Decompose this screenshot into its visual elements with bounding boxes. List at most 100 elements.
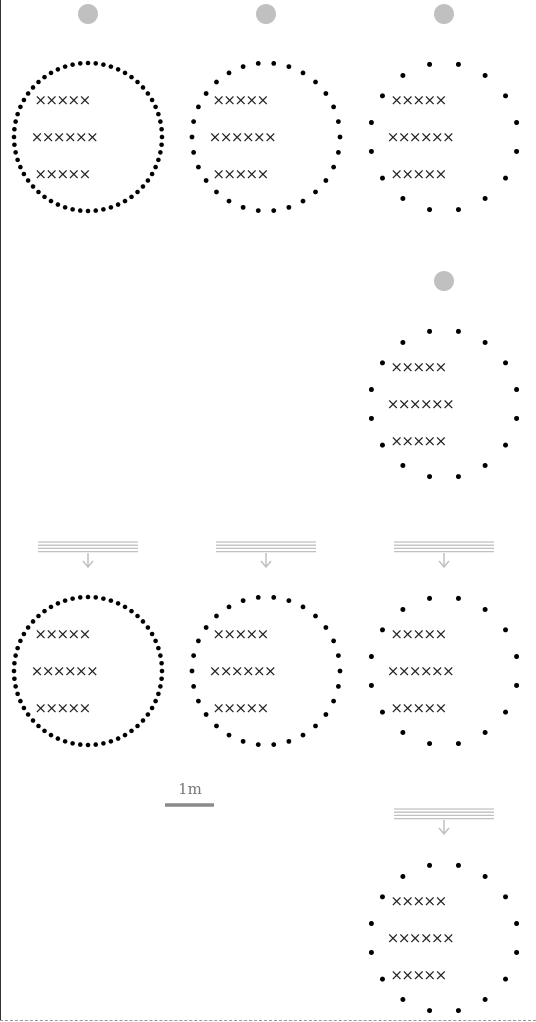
- dot-ring: [189, 61, 343, 213]
- ring-dot: [149, 171, 155, 177]
- cross-row-1: ×××××: [212, 625, 267, 643]
- ring-dot: [13, 150, 18, 155]
- ring-dot: [214, 613, 219, 619]
- ring-dot: [145, 91, 151, 96]
- ring-dot: [482, 463, 488, 469]
- cross-row-1: ×××××: [34, 91, 89, 109]
- cross-rows: ××××××××××××××××: [387, 892, 455, 984]
- ring-dot: [153, 104, 158, 110]
- ring-dot: [145, 625, 151, 630]
- ring-dot: [85, 742, 91, 748]
- ring-dot: [400, 606, 406, 612]
- ring-dot: [455, 61, 461, 67]
- sprinkler-marker-icon: [394, 808, 494, 836]
- ring-dot: [503, 627, 509, 633]
- ring-dot: [25, 625, 31, 630]
- ring-dot: [48, 604, 54, 610]
- dot-ring: [11, 60, 165, 214]
- ring-dot: [214, 189, 219, 195]
- ring-dot: [503, 360, 509, 366]
- ring-dot: [455, 741, 461, 747]
- ring-dot: [18, 638, 23, 644]
- ring-dot: [70, 596, 75, 601]
- ring-dot: [514, 148, 520, 154]
- cross-row-2: ××××××: [387, 662, 453, 680]
- ring-dot: [21, 631, 27, 637]
- ring-dot: [255, 742, 261, 747]
- ring-dot: [93, 595, 99, 600]
- ring-dot: [115, 202, 121, 207]
- ring-dot: [77, 595, 83, 600]
- ring-dot: [149, 705, 155, 711]
- cross-rows: ××××××××××××××××: [31, 625, 99, 717]
- ring-dot: [203, 625, 209, 630]
- ring-dot: [70, 207, 75, 212]
- ring-dot: [140, 85, 146, 90]
- ring-dot: [77, 742, 83, 747]
- ring-dot: [149, 97, 155, 103]
- ring-dot: [514, 387, 520, 393]
- cross-row-3: ×××××: [390, 966, 445, 984]
- ring-dot: [15, 157, 20, 163]
- ring-dot: [48, 732, 54, 738]
- ring-dot: [129, 728, 134, 734]
- ring-dot: [189, 134, 195, 140]
- ring-dot: [323, 178, 329, 183]
- ring-dot: [62, 739, 68, 744]
- ring-dot: [21, 97, 27, 103]
- ring-dot: [12, 142, 17, 148]
- arrow-head: [260, 560, 272, 569]
- ring-dot: [286, 598, 292, 604]
- cross-rows: ××××××××××××××××: [387, 358, 455, 450]
- sprinkler-marker-icon: [216, 541, 316, 569]
- ring-dot: [196, 698, 201, 704]
- ring-dot: [191, 149, 197, 155]
- ring-dot: [149, 631, 155, 637]
- ring-dot: [191, 119, 197, 125]
- ring-dot: [189, 668, 195, 674]
- ring-dot: [427, 741, 433, 747]
- ring-dot: [15, 645, 20, 651]
- cross-row-1: ×××××: [390, 625, 445, 643]
- ring-dot: [255, 208, 261, 213]
- ring-dot: [18, 698, 23, 704]
- light-marker-icon: [256, 4, 276, 24]
- ring-dot: [455, 207, 461, 213]
- ring-dot: [203, 178, 209, 183]
- light-marker-icon: [78, 4, 98, 24]
- ring-dot: [331, 164, 336, 170]
- ring-dot: [226, 70, 232, 76]
- ring-dot: [368, 415, 374, 421]
- ring-dot: [48, 70, 54, 76]
- ring-dot: [140, 718, 146, 723]
- cross-rows: ××××××××××××××××: [209, 625, 277, 717]
- ring-dot: [286, 204, 292, 210]
- ring-dot: [455, 1008, 461, 1014]
- ring-dot: [379, 894, 385, 900]
- light-marker-icon: [434, 4, 454, 24]
- ring-dot: [335, 149, 341, 155]
- ring-dot: [286, 64, 292, 70]
- ring-dot: [503, 442, 509, 448]
- ring-dot: [331, 638, 336, 644]
- ring-dot: [514, 682, 520, 688]
- ring-dot: [115, 736, 121, 741]
- cross-row-2: ××××××: [209, 662, 275, 680]
- ring-dot: [48, 198, 54, 204]
- panel-bottom-1: ××××××××××××××××: [11, 541, 165, 748]
- ring-dot: [368, 921, 374, 927]
- ring-dot: [335, 653, 341, 659]
- ring-dot: [226, 604, 232, 610]
- ring-dot: [15, 111, 20, 117]
- cross-row-3: ×××××: [212, 165, 267, 183]
- ring-dot: [12, 126, 17, 132]
- ring-dot: [400, 196, 406, 202]
- ring-dot: [255, 595, 261, 600]
- sprinkler-marker-icon: [38, 541, 138, 569]
- ring-dot: [368, 654, 374, 660]
- dot-ring: [368, 862, 520, 1014]
- ring-dot: [55, 736, 61, 741]
- ring-dot: [42, 608, 47, 614]
- ring-dot: [196, 104, 201, 110]
